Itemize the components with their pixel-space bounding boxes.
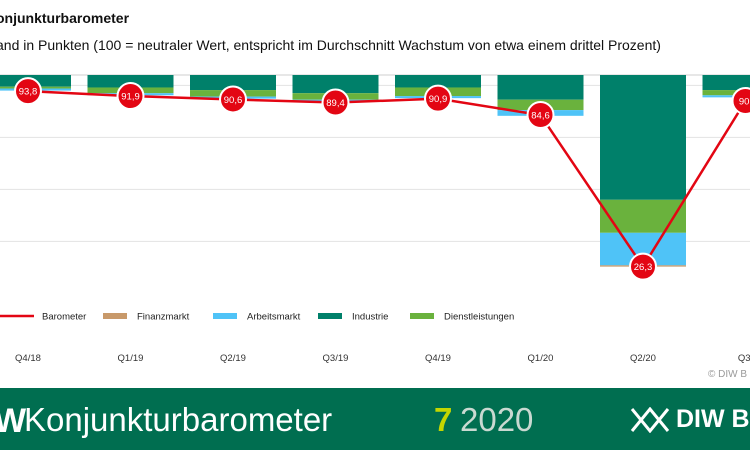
footer-title: Konjunkturbarometer <box>24 401 333 438</box>
x-tick-label: Q1/19 <box>118 353 144 364</box>
data-label: 84,6 <box>531 111 550 122</box>
barometer-point <box>526 101 555 130</box>
legend-swatch <box>213 313 237 319</box>
barometer-point <box>321 88 350 117</box>
data-label: 90,9 <box>429 94 448 105</box>
legend-label: Dienstleistungen <box>444 312 514 323</box>
chart: 93,8 91,9 90,6 89,4 90,9 84,6 26,3 90, Barometer… <box>0 74 750 364</box>
footer-logo-fragment: W <box>0 402 27 440</box>
issue-year: 2020 <box>460 401 534 438</box>
brand-name: DIW BE <box>676 405 750 433</box>
bar-industrie <box>497 75 584 100</box>
barometer-point <box>219 85 247 114</box>
data-label: 89,4 <box>326 98 345 109</box>
bar-industrie <box>190 75 276 91</box>
chart-subtitle: and in Punkten (100 = neutraler Wert, en… <box>0 37 661 53</box>
diw-logo-icon <box>630 407 670 433</box>
barometer-point <box>731 87 750 115</box>
credit-text: © DIW B <box>708 369 748 380</box>
x-tick-label: Q4/18 <box>15 353 41 364</box>
x-tick-label: Q4/19 <box>425 353 451 364</box>
legend-label: Industrie <box>352 312 388 323</box>
bar-industrie <box>600 75 686 200</box>
issue-number: 7 <box>434 401 453 438</box>
legend-swatch <box>103 313 127 319</box>
bar-industrie <box>395 75 481 88</box>
bar-dienstleistungen <box>702 90 750 96</box>
footer-banner: W Konjunkturbarometer 7 2020 DIW BE <box>0 388 750 450</box>
chart-title: onjunkturbarometer <box>0 10 130 26</box>
x-tick-label: Q3/ <box>738 353 750 364</box>
data-label: 93,8 <box>19 87 38 98</box>
legend-label: Finanzmarkt <box>137 312 190 323</box>
bar-industrie <box>292 75 379 94</box>
legend-swatch <box>410 313 434 319</box>
bar-arbeitsmarkt <box>702 95 750 98</box>
data-label: 90, <box>739 97 750 108</box>
barometer-line <box>27 89 747 269</box>
barometer-point <box>14 77 42 106</box>
x-tick-label: Q1/20 <box>528 353 554 364</box>
legend-label: Arbeitsmarkt <box>247 312 301 323</box>
legend-swatch <box>318 313 342 319</box>
barometer-point <box>116 82 145 111</box>
data-label: 26,3 <box>634 262 653 273</box>
barometer-point <box>424 84 452 113</box>
data-label: 91,9 <box>121 92 140 103</box>
bar-industrie <box>87 75 174 88</box>
x-tick-label: Q3/19 <box>323 353 349 364</box>
legend-label: Barometer <box>42 312 86 323</box>
bar-dienstleistungen <box>600 199 686 233</box>
bar-industrie <box>702 75 750 91</box>
data-label: 90,6 <box>224 95 243 106</box>
x-tick-label: Q2/20 <box>630 353 656 364</box>
barometer-point <box>629 252 657 281</box>
x-tick-label: Q2/19 <box>220 353 246 364</box>
